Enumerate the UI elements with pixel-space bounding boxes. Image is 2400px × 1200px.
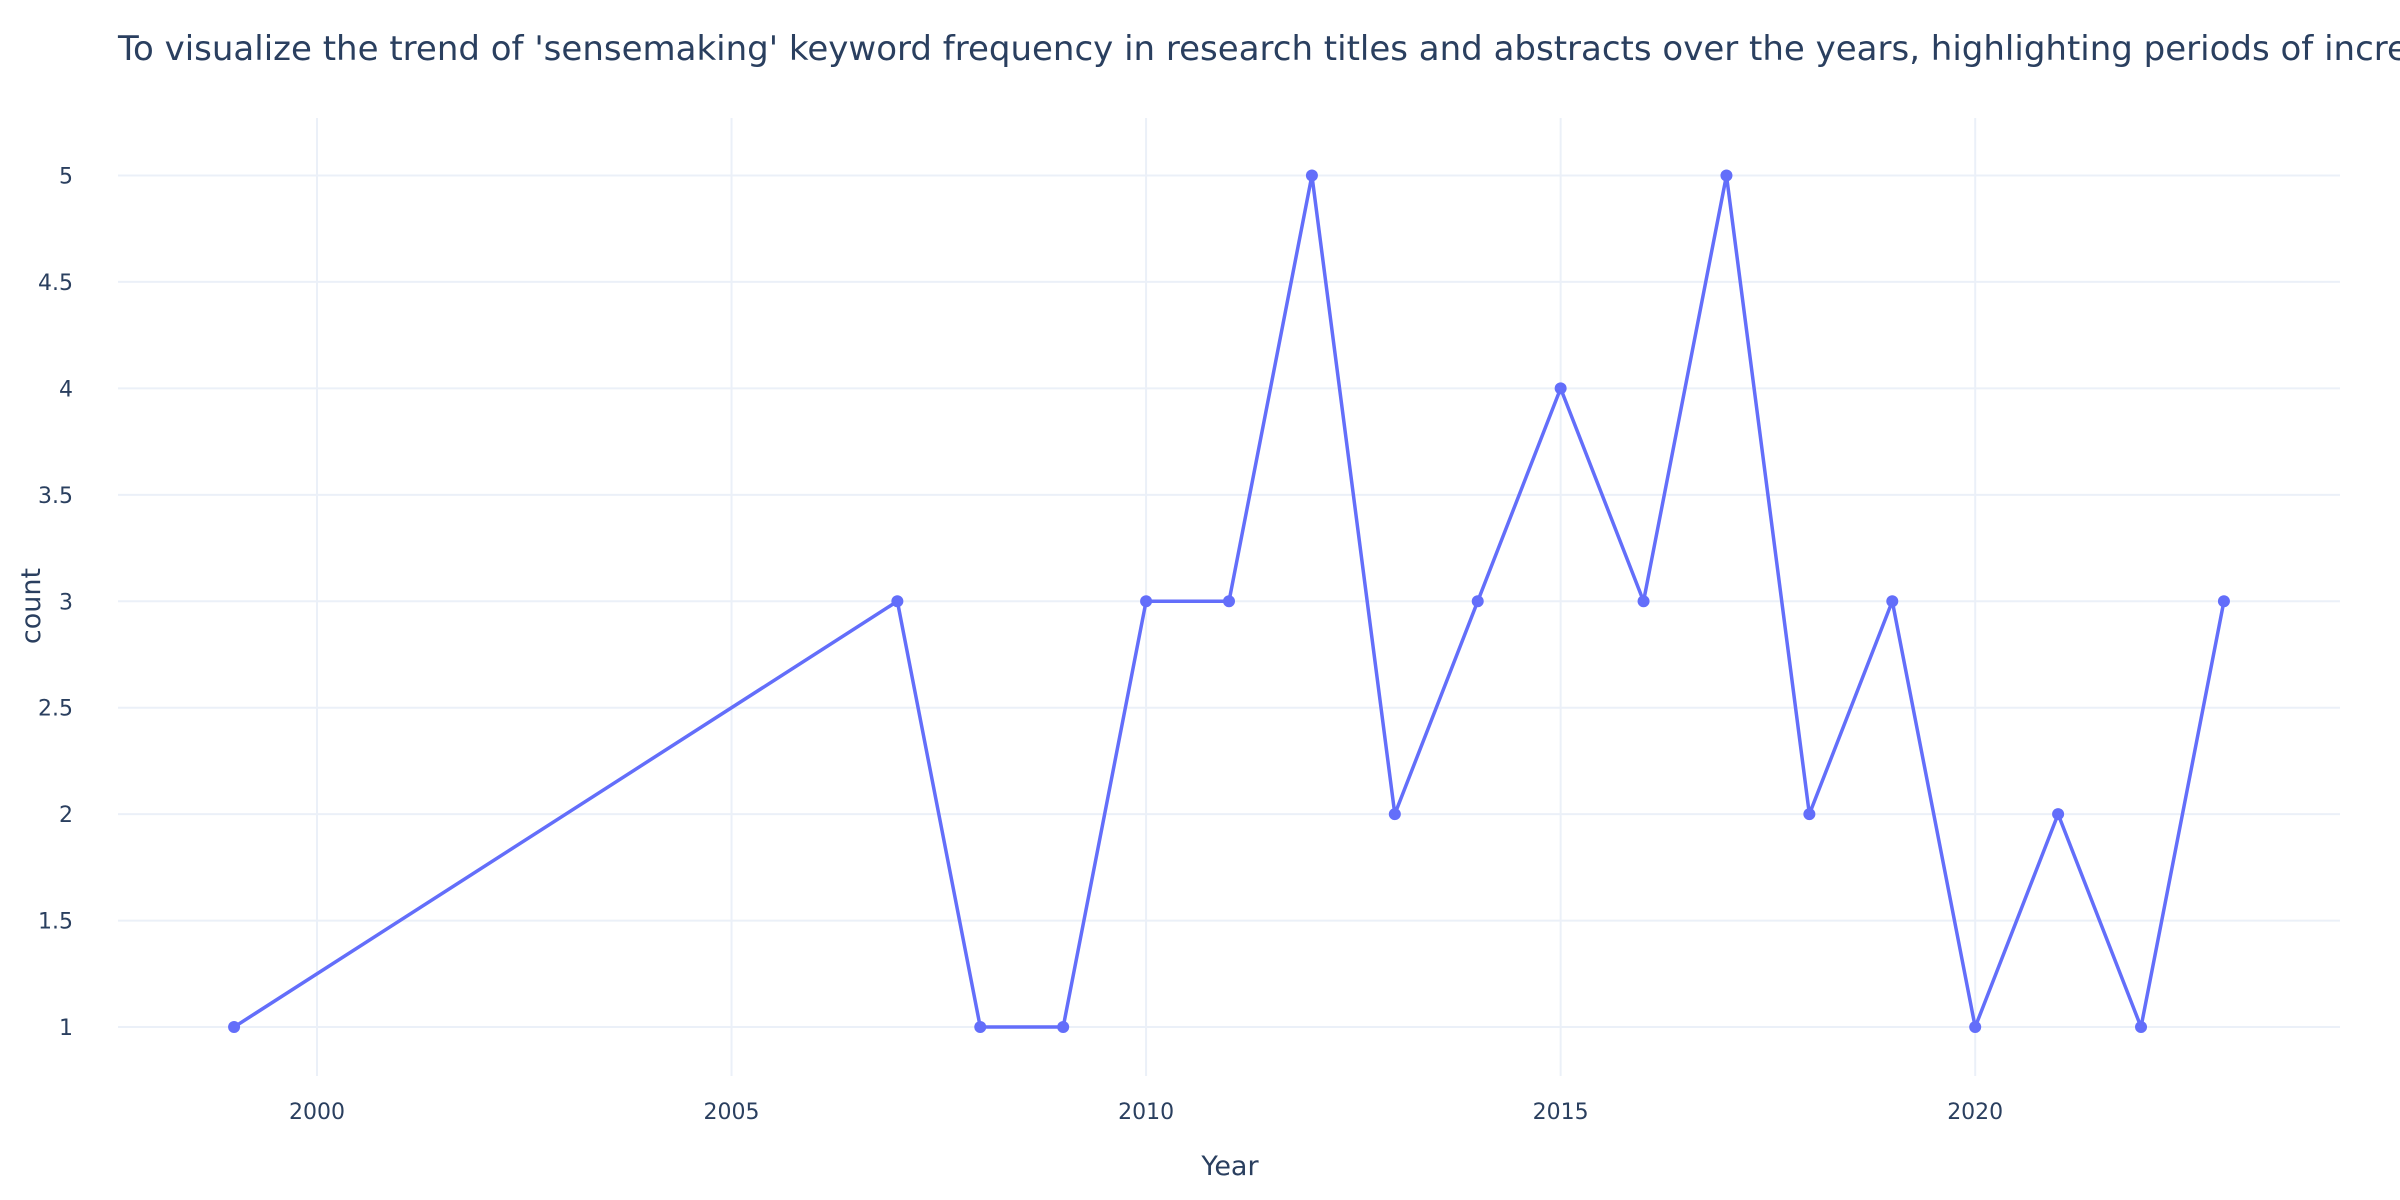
y-tick-label: 2 [59, 803, 73, 828]
data-point[interactable] [1223, 595, 1235, 608]
data-point[interactable] [1803, 808, 1816, 821]
data-point[interactable] [1471, 595, 1484, 608]
data-point[interactable] [891, 595, 904, 608]
data-point[interactable] [1637, 595, 1650, 608]
y-tick-label: 3.5 [38, 484, 73, 509]
y-axis-title: count [16, 568, 47, 644]
y-tick-label: 4 [59, 377, 73, 402]
chart-title: To visualize the trend of 'sensemaking' … [117, 29, 2400, 69]
data-point[interactable] [974, 1021, 987, 1034]
data-point[interactable] [1554, 382, 1567, 395]
data-point[interactable] [1720, 169, 1733, 182]
x-tick-label: 2005 [704, 1100, 760, 1125]
x-tick-label: 2015 [1533, 1100, 1589, 1125]
data-point[interactable] [2052, 808, 2065, 821]
x-tick-label: 2020 [1947, 1100, 2003, 1125]
y-tick-label: 1 [59, 1016, 73, 1041]
x-axis-title: Year [1200, 1151, 1259, 1182]
data-point[interactable] [228, 1021, 241, 1034]
data-point[interactable] [1057, 1021, 1070, 1034]
data-point[interactable] [1886, 595, 1899, 608]
series-line [232, 173, 2226, 1029]
y-tick-label: 5 [59, 164, 73, 189]
x-axis-ticks: 2000 2005 2010 2015 2020 [289, 1100, 2003, 1125]
data-point[interactable] [2135, 1021, 2148, 1034]
data-point[interactable] [2217, 595, 2230, 608]
data-point[interactable] [1140, 595, 1153, 608]
y-axis-ticks: 1 1.5 2 2.5 3 3.5 4 4.5 5 [38, 164, 73, 1041]
y-tick-label: 1.5 [38, 910, 73, 935]
data-point[interactable] [1969, 1021, 1982, 1034]
x-tick-label: 2000 [289, 1100, 345, 1125]
data-point[interactable] [1305, 169, 1318, 182]
data-point[interactable] [1388, 808, 1401, 821]
x-tick-label: 2010 [1118, 1100, 1174, 1125]
series-layer [228, 169, 2230, 1034]
y-tick-label: 4.5 [38, 271, 73, 296]
y-tick-label: 2.5 [38, 697, 73, 722]
y-tick-label: 3 [59, 590, 73, 615]
